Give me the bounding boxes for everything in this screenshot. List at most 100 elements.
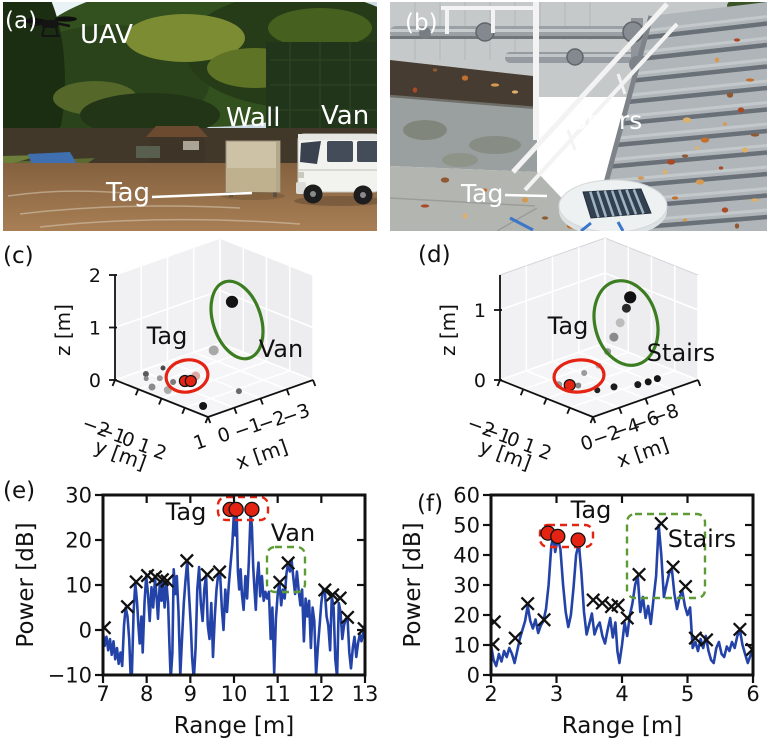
fallen-leaves bbox=[412, 38, 760, 229]
pipes bbox=[390, 18, 680, 72]
panel-letter-b: (b) bbox=[405, 10, 438, 36]
z-tick-label: 2 bbox=[89, 265, 101, 287]
step-tread bbox=[636, 58, 767, 75]
tag-pattern-stripe bbox=[596, 190, 608, 218]
tag-detection-dot bbox=[244, 501, 260, 518]
scatter-point bbox=[621, 303, 631, 313]
step-nosing bbox=[615, 128, 767, 148]
scatter-point bbox=[615, 318, 625, 328]
leaf bbox=[694, 146, 700, 150]
panel-letter-f: (f) bbox=[417, 491, 443, 517]
peak-marker bbox=[325, 587, 340, 602]
z-tick-label: 1 bbox=[89, 318, 101, 340]
z-axis-label: z [m] bbox=[436, 304, 460, 356]
scatter-point bbox=[644, 378, 652, 386]
x-tick-label: 1 bbox=[191, 430, 210, 455]
x-tick-label: 11 bbox=[264, 682, 291, 706]
x-tick-label: −8 bbox=[648, 400, 682, 430]
scatter-point bbox=[148, 383, 156, 391]
leaf bbox=[722, 122, 728, 126]
tag-disc bbox=[558, 179, 668, 231]
leaf bbox=[521, 197, 529, 203]
leaf bbox=[737, 107, 745, 113]
peak-marker bbox=[678, 579, 693, 594]
peak-marker bbox=[699, 632, 714, 647]
tag-label: Tag bbox=[105, 178, 150, 208]
scatter-point bbox=[575, 382, 582, 389]
leaf bbox=[745, 78, 755, 82]
leaf bbox=[734, 223, 740, 229]
leaf bbox=[741, 147, 749, 153]
scatter-point bbox=[156, 375, 163, 382]
leaf bbox=[671, 196, 679, 200]
x-tick-label: 0 bbox=[215, 423, 234, 448]
scatter-point bbox=[143, 376, 149, 382]
leaf bbox=[461, 75, 469, 81]
x-tick-label: 13 bbox=[352, 682, 379, 706]
blue-tape bbox=[509, 216, 625, 231]
leaf bbox=[726, 92, 734, 98]
leaf bbox=[681, 154, 689, 158]
peak-marker bbox=[537, 612, 552, 627]
y-tick-label: 20 bbox=[65, 529, 92, 553]
tag-annotation-label: Tag bbox=[570, 496, 612, 524]
backstop-net bbox=[266, 42, 377, 140]
leaf bbox=[440, 177, 450, 183]
peak-marker bbox=[120, 599, 135, 614]
stairs-annotation-label: Stairs bbox=[668, 525, 736, 553]
van-label: Van bbox=[321, 101, 369, 131]
van bbox=[294, 133, 377, 206]
tag-annotation-label: Tag bbox=[165, 498, 207, 526]
scatter-point bbox=[610, 383, 618, 391]
chalk-lines bbox=[7, 190, 301, 228]
leaf bbox=[750, 133, 760, 137]
leaf bbox=[733, 38, 741, 42]
leaf bbox=[666, 159, 676, 165]
peak-marker bbox=[491, 614, 502, 629]
scatter-point bbox=[160, 365, 166, 371]
peak-marker bbox=[272, 575, 287, 590]
step-tread bbox=[607, 165, 767, 183]
x-tick-label: −3 bbox=[279, 399, 313, 429]
stairs-annotation-ellipse bbox=[592, 279, 660, 367]
planter bbox=[390, 60, 538, 172]
peak-marker bbox=[654, 516, 669, 531]
x-tick-label: 3 bbox=[550, 682, 563, 706]
leaf bbox=[462, 213, 468, 219]
y-tick-label: 40 bbox=[453, 544, 480, 568]
peak-marker bbox=[595, 595, 610, 611]
step-nosing bbox=[627, 85, 767, 105]
leaf bbox=[682, 117, 692, 123]
wall-label: Wall bbox=[226, 103, 280, 133]
leaf bbox=[412, 87, 418, 93]
tag-pattern-stripe bbox=[618, 189, 630, 216]
leaf bbox=[718, 166, 724, 170]
x-axis-label: Range [m] bbox=[562, 713, 683, 739]
scatter-point bbox=[208, 345, 219, 356]
step-tread bbox=[648, 15, 767, 32]
y-axis-label: Power [dB] bbox=[13, 522, 39, 647]
panel-letter-d: (d) bbox=[418, 242, 451, 268]
signal-line bbox=[491, 523, 753, 668]
step-nosing bbox=[633, 64, 767, 83]
y-tick-label: 30 bbox=[65, 484, 92, 508]
x-tick-label: 8 bbox=[140, 682, 153, 706]
stairs-annotation-box bbox=[625, 512, 707, 600]
leaf bbox=[637, 176, 645, 180]
tag-annotation-box bbox=[216, 495, 270, 522]
peak-marker bbox=[620, 610, 635, 626]
tag-pattern-stripe bbox=[603, 190, 615, 217]
stairs-annotation-label: Stairs bbox=[647, 339, 715, 367]
leaf bbox=[682, 218, 688, 222]
y-tick-label: 10 bbox=[453, 634, 480, 658]
panel-e-line-chart: Tag Van 7 8 9 10 11 12 13 −10 0 10 20 30 (e) Range [m… bbox=[3, 478, 379, 739]
tag-annotation-label: Tag bbox=[146, 322, 188, 350]
tag-pointer-line bbox=[504, 193, 548, 198]
peak-marker bbox=[586, 592, 601, 608]
x-tick-label: 12 bbox=[308, 682, 335, 706]
peak-marker bbox=[632, 567, 647, 582]
tag-pointer-line bbox=[151, 191, 253, 199]
scatter-point bbox=[170, 379, 177, 385]
